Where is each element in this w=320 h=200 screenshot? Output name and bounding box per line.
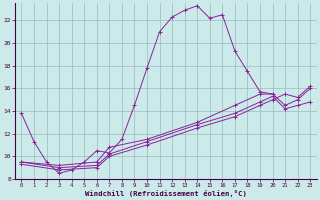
X-axis label: Windchill (Refroidissement éolien,°C): Windchill (Refroidissement éolien,°C) [85, 190, 247, 197]
